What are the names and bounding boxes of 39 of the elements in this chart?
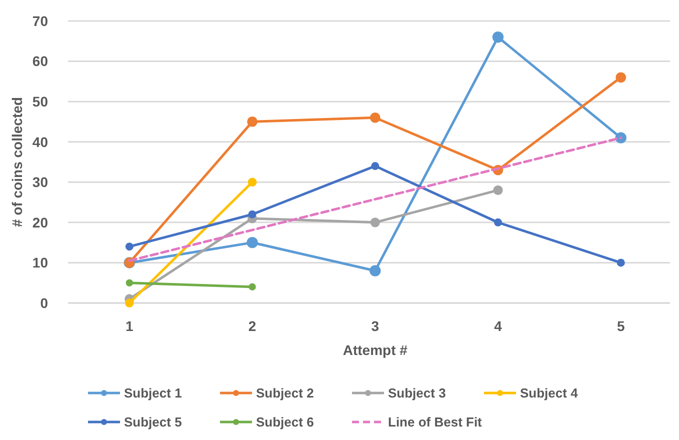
point xyxy=(493,185,503,195)
x-tick-label: 4 xyxy=(494,318,502,334)
x-axis-title: Attempt # xyxy=(342,342,408,358)
y-axis-title: # of coins collected xyxy=(9,97,25,227)
y-tick-label: 30 xyxy=(32,174,48,190)
x-tick-label: 1 xyxy=(126,318,134,334)
point xyxy=(370,218,380,228)
point xyxy=(247,116,258,127)
legend-label: Line of Best Fit xyxy=(388,414,483,430)
x-tick-label: 2 xyxy=(248,318,256,334)
legend-label: Subject 5 xyxy=(124,414,182,430)
point xyxy=(248,210,256,218)
legend-label: Subject 4 xyxy=(520,386,579,401)
point xyxy=(492,32,504,43)
x-tick-label: 5 xyxy=(616,318,625,334)
legend-label: Subject 1 xyxy=(124,386,182,401)
point xyxy=(616,258,625,267)
point xyxy=(125,242,134,251)
point xyxy=(248,178,257,187)
point xyxy=(126,279,134,286)
y-tick-label: 50 xyxy=(32,93,48,110)
point xyxy=(494,218,502,226)
point xyxy=(370,265,381,276)
point xyxy=(125,298,134,308)
legend-label: Subject 3 xyxy=(388,386,446,401)
point xyxy=(246,236,258,248)
point xyxy=(370,112,380,123)
point xyxy=(616,72,626,83)
y-tick-label: 70 xyxy=(32,12,48,29)
legend-label: Subject 2 xyxy=(256,386,314,401)
y-tick-label: 20 xyxy=(32,214,48,230)
legend-label: Subject 6 xyxy=(256,414,314,430)
point xyxy=(371,162,380,170)
point xyxy=(248,283,256,290)
y-tick-label: 40 xyxy=(32,134,48,150)
x-tick-label: 3 xyxy=(371,318,380,334)
y-tick-label: 0 xyxy=(40,294,48,311)
y-tick-label: 10 xyxy=(32,254,48,271)
y-tick-label: 60 xyxy=(32,53,48,70)
